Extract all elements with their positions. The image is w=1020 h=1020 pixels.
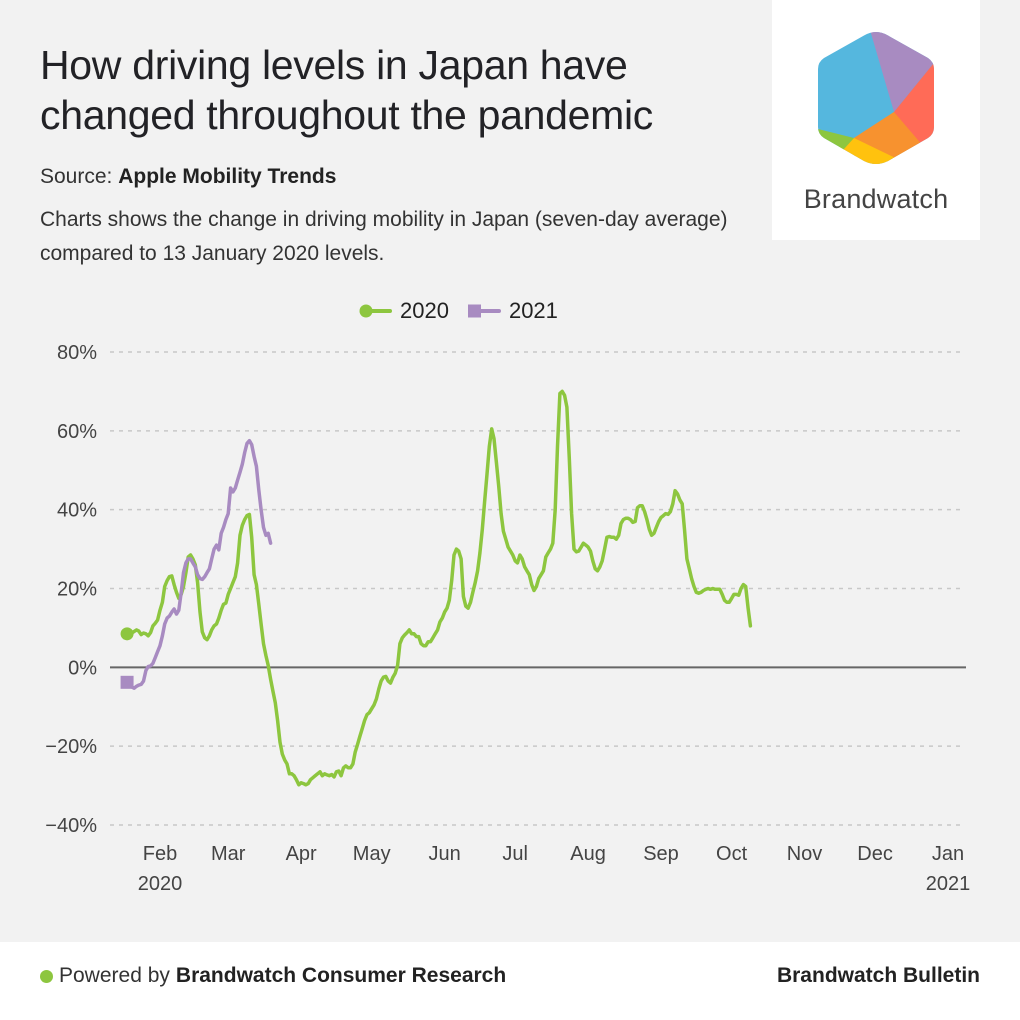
powered-prefix: Powered by xyxy=(59,964,170,987)
brandwatch-bulletin[interactable]: Brandwatch Bulletin xyxy=(776,964,980,987)
y-axis-labels: 80% 60% 40% 20% 0% −20% −40% xyxy=(45,342,97,837)
x-tick-sublabel: 2020 xyxy=(138,873,183,895)
footer: Powered by Brandwatch Consumer Research … xyxy=(0,942,1020,1020)
x-tick-label: Dec xyxy=(857,843,893,865)
x-tick-label: Feb xyxy=(143,843,177,865)
powered-name[interactable]: Brandwatch Consumer Research xyxy=(175,964,507,987)
x-tick-label: Aug xyxy=(570,843,606,865)
x-tick-label: May xyxy=(353,843,391,865)
green-dot-icon xyxy=(40,969,53,983)
line-chart: 80% 60% 40% 20% 0% −20% −40% Feb 2020 Mar Apr May J… xyxy=(45,342,971,895)
series-line-2020 xyxy=(125,389,753,787)
series-line-2021 xyxy=(125,438,273,690)
page-title: How driving levels in Japan have changed… xyxy=(40,42,654,138)
circle-marker-icon xyxy=(359,304,392,318)
start-marker-2021 xyxy=(120,675,134,689)
legend-label-2021: 2021 xyxy=(508,298,558,323)
start-marker-2020 xyxy=(120,627,134,641)
x-tick-label: Oct xyxy=(716,843,748,865)
y-tick-label: 40% xyxy=(57,500,97,522)
x-tick-label: Sep xyxy=(643,843,679,865)
x-tick-label: Apr xyxy=(286,843,317,865)
brandwatch-logo: Brandwatch xyxy=(772,0,980,240)
logo-text: Brandwatch xyxy=(803,184,949,214)
legend-item-2021[interactable]: 2021 xyxy=(467,298,558,324)
x-tick-label: Mar xyxy=(211,843,246,865)
y-tick-label: −20% xyxy=(45,736,97,758)
y-tick-label: 60% xyxy=(57,421,97,443)
y-tick-label: −40% xyxy=(45,815,97,837)
powered-by: Powered by Brandwatch Consumer Research xyxy=(40,964,506,988)
y-tick-label: 80% xyxy=(57,342,97,364)
legend-label-2020: 2020 xyxy=(400,298,449,323)
series-lines xyxy=(120,389,753,787)
chart-legend: 2020 2021 xyxy=(358,298,576,324)
y-tick-label: 0% xyxy=(68,657,97,679)
chart-description: Charts shows the change in driving mobil… xyxy=(40,208,728,265)
gridlines xyxy=(110,351,966,826)
x-axis-labels: Feb 2020 Mar Apr May Jun Jul Aug Sep Oct Nov Dec Jan… xyxy=(138,843,971,895)
square-marker-icon xyxy=(467,304,501,318)
x-tick-label: Jul xyxy=(502,843,528,865)
x-tick-label: Jun xyxy=(428,843,460,865)
x-tick-label: Jan xyxy=(932,843,964,865)
x-tick-sublabel: 2021 xyxy=(926,873,971,895)
source-line: Source: Apple Mobility Trends xyxy=(40,165,336,189)
hexagon-logo-icon xyxy=(818,32,934,164)
legend-item-2020[interactable]: 2020 xyxy=(358,298,449,324)
source-name: Apple Mobility Trends xyxy=(118,165,337,188)
y-tick-label: 20% xyxy=(57,579,97,601)
source-label: Source: xyxy=(40,165,113,188)
x-tick-label: Nov xyxy=(787,843,823,865)
